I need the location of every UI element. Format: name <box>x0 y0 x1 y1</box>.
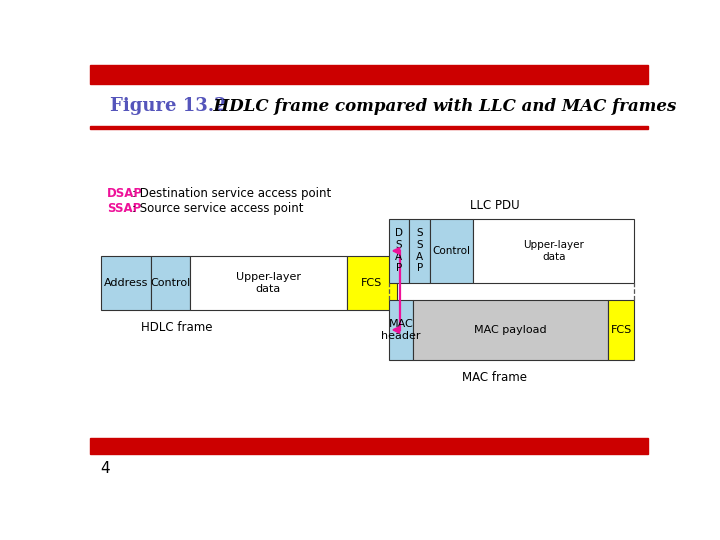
Bar <box>410 219 431 283</box>
Bar <box>151 256 190 310</box>
Text: FCS: FCS <box>611 325 631 335</box>
Text: Upper-layer
data: Upper-layer data <box>523 240 584 262</box>
Bar <box>101 256 151 310</box>
Bar <box>413 300 608 360</box>
Text: HDLC frame compared with LLC and MAC frames: HDLC frame compared with LLC and MAC fra… <box>202 98 676 115</box>
Text: MAC
header: MAC header <box>381 319 420 341</box>
Bar <box>90 65 648 84</box>
Text: LLC PDU: LLC PDU <box>469 199 519 212</box>
Text: 4: 4 <box>100 462 109 476</box>
Bar <box>90 438 648 454</box>
Bar <box>431 219 473 283</box>
Text: Address: Address <box>104 278 148 288</box>
Text: Control: Control <box>150 278 191 288</box>
Text: Control: Control <box>433 246 471 256</box>
Bar <box>608 300 634 360</box>
Text: S
S
A
P: S S A P <box>416 228 423 273</box>
Bar <box>473 219 634 283</box>
Text: : Destination service access point: : Destination service access point <box>132 187 332 200</box>
Text: SSAP: SSAP <box>107 202 141 215</box>
Bar <box>346 256 397 310</box>
Text: HDLC frame: HDLC frame <box>140 321 212 334</box>
Text: MAC frame: MAC frame <box>462 371 527 384</box>
Text: FCS: FCS <box>361 278 382 288</box>
Bar <box>90 126 648 129</box>
Text: Figure 13.2: Figure 13.2 <box>109 97 226 116</box>
Text: D
S
A
P: D S A P <box>395 228 403 273</box>
Bar <box>389 300 413 360</box>
Bar <box>389 219 410 283</box>
Text: MAC payload: MAC payload <box>474 325 547 335</box>
Text: : Source service access point: : Source service access point <box>132 202 304 215</box>
Bar <box>190 256 346 310</box>
Text: DSAP: DSAP <box>107 187 143 200</box>
Text: Upper-layer
data: Upper-layer data <box>235 272 301 294</box>
